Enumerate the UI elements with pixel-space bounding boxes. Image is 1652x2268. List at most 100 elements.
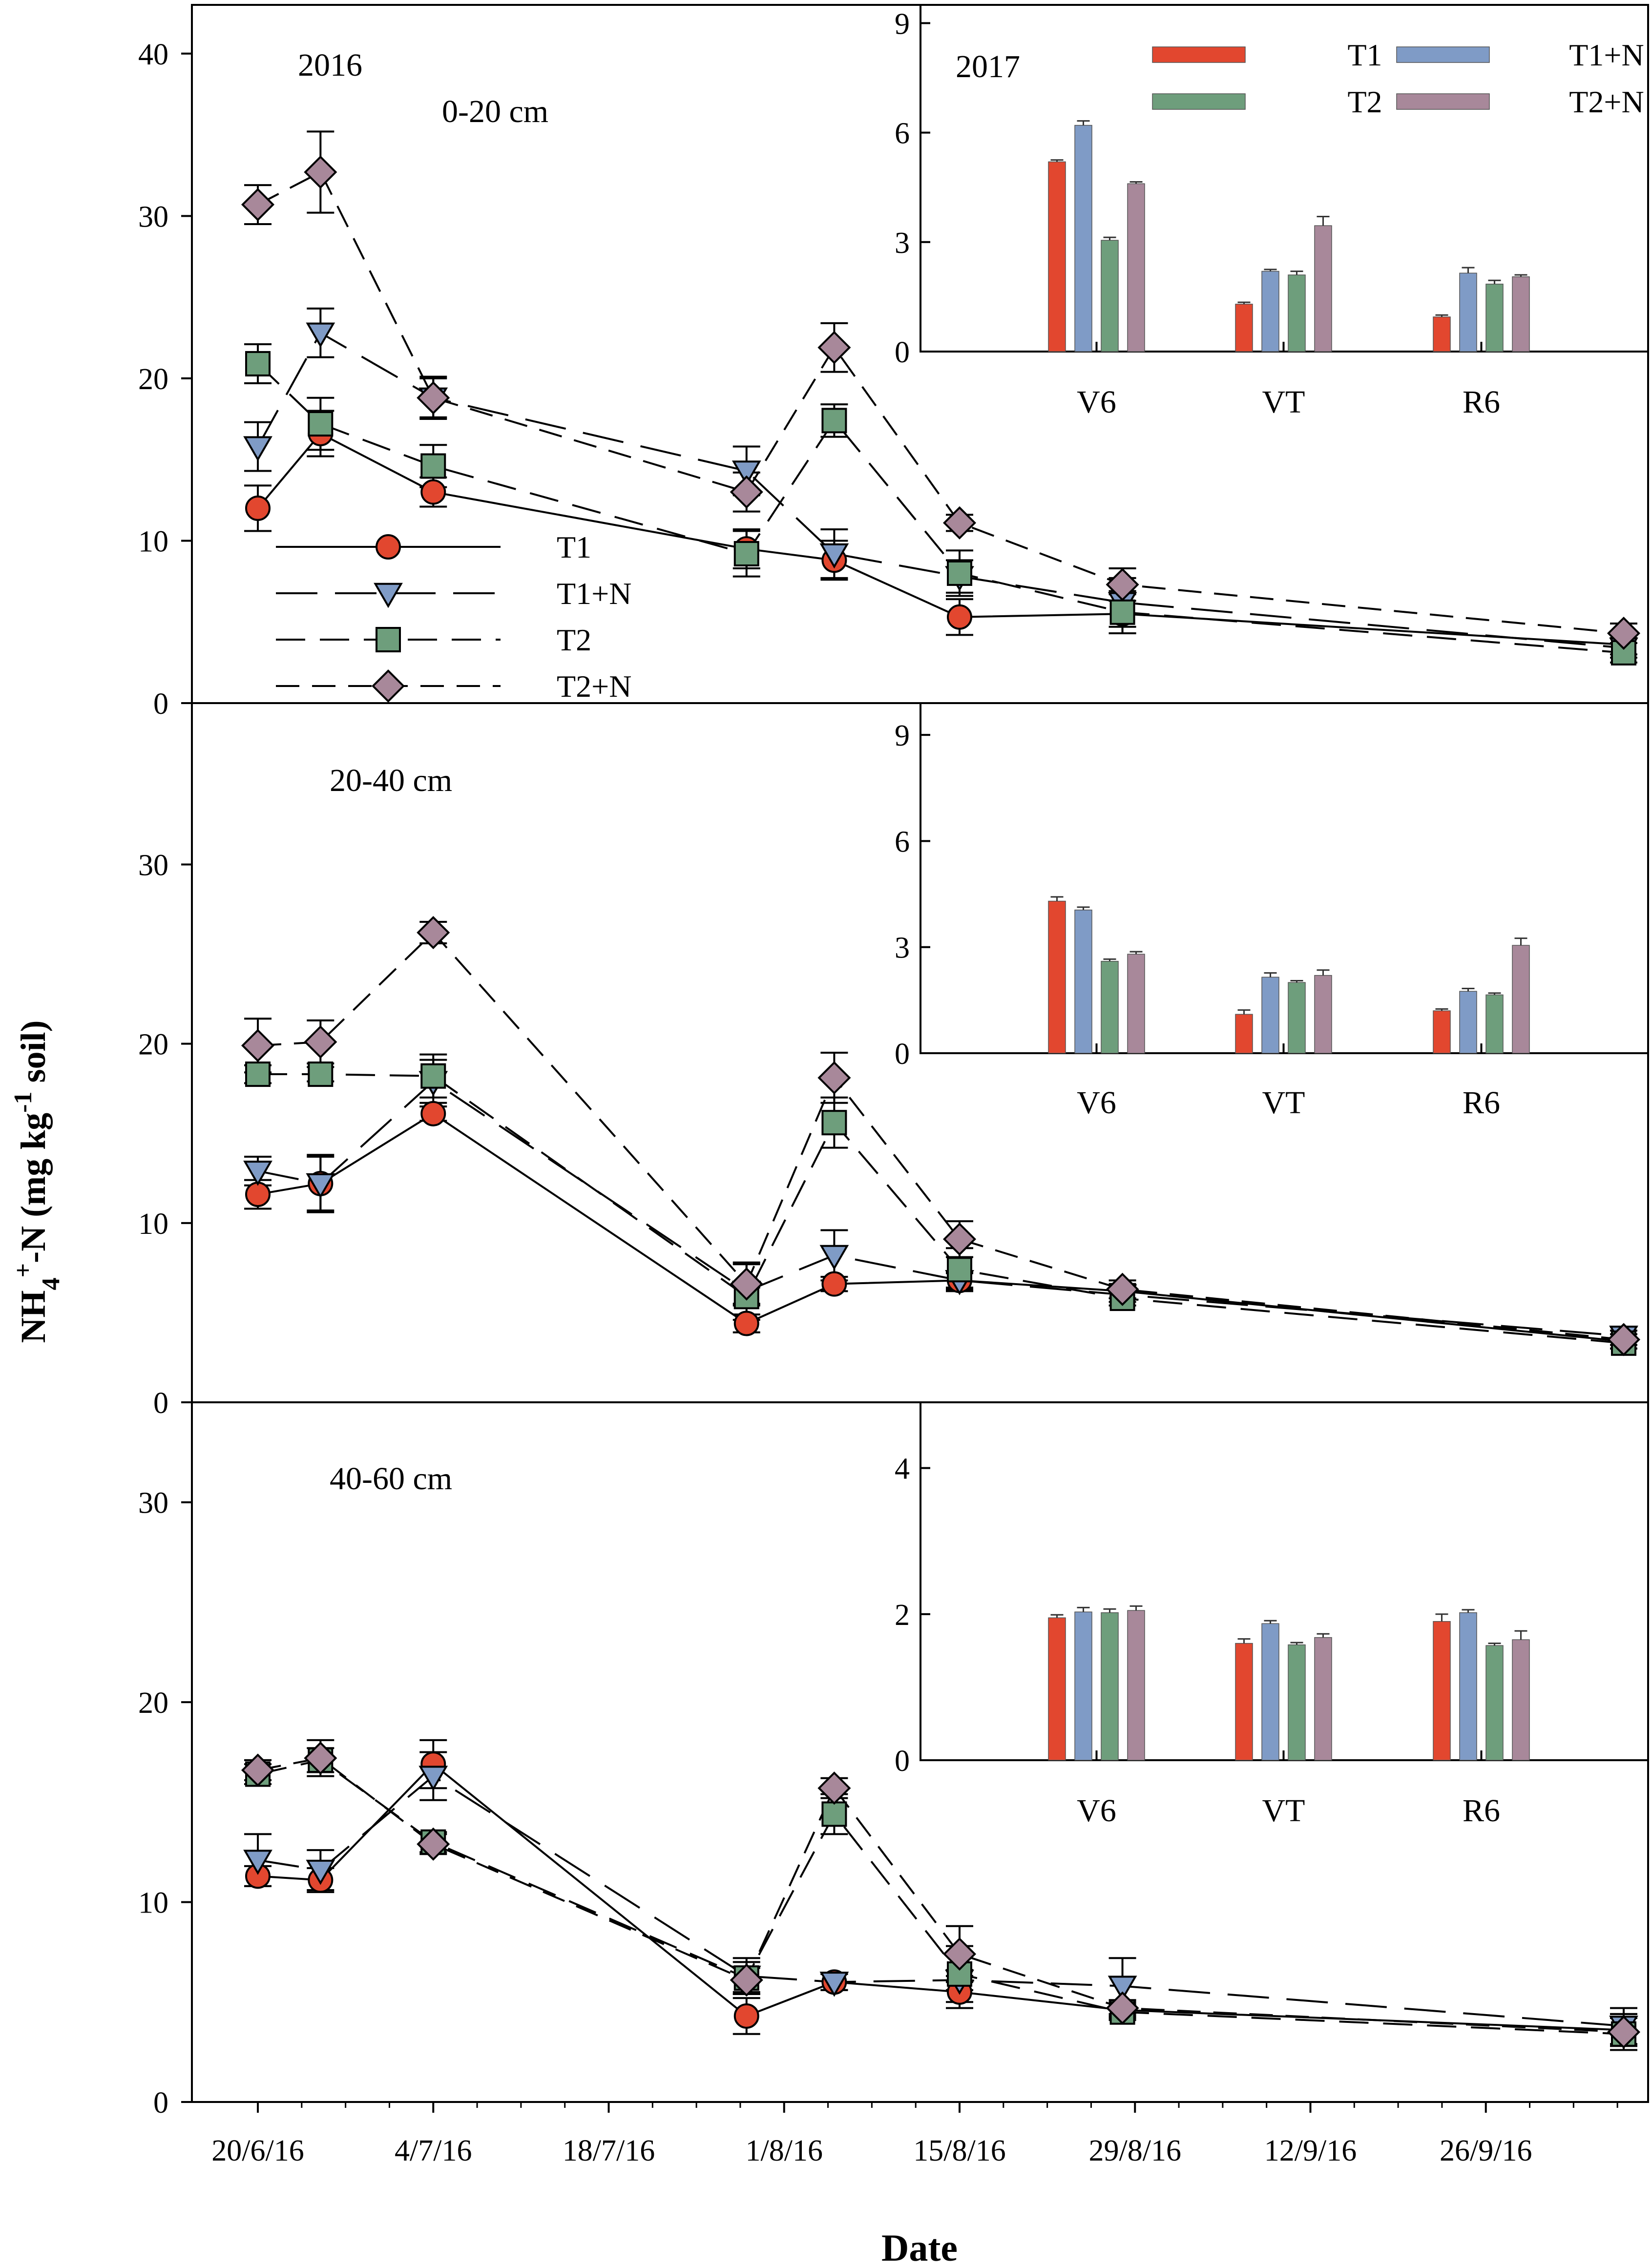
marker-t1n-6 <box>1108 1976 1137 2001</box>
marker-t2n-0 <box>241 1753 275 1787</box>
bar-t2 <box>1101 1612 1119 1761</box>
bar-group-r6 <box>1433 267 1530 352</box>
x-tick-label: 15/8/16 <box>913 2134 1005 2167</box>
inset-frame <box>920 1401 1649 1761</box>
marker-t2-4 <box>821 408 847 434</box>
inset-category-label: VT <box>1262 384 1305 420</box>
marker-t1n-0 <box>243 1850 272 1875</box>
y-axis-label: NH4+-N (mg kg-1 soil) <box>9 1020 65 1343</box>
marker-t2n-2 <box>417 1827 450 1861</box>
bar-t1 <box>1433 316 1451 352</box>
marker-t1n-0 <box>243 1161 272 1186</box>
bar-group-v6 <box>1048 1605 1145 1761</box>
y-tick-label-top: 30 <box>138 200 168 233</box>
marker-t1n-0 <box>243 436 272 461</box>
bar-group-v6 <box>1048 120 1145 352</box>
x-tick-label: 18/7/16 <box>563 2134 655 2167</box>
bar-t2plusn <box>1314 975 1332 1054</box>
marker-t1-2 <box>420 479 446 505</box>
marker-t1n-3 <box>732 460 761 486</box>
marker-t1-0 <box>245 1182 271 1207</box>
series-line-t1plusn-middle <box>257 1080 1624 1337</box>
legend-label: T2+N <box>557 669 631 704</box>
x-tick-label: 12/9/16 <box>1264 2134 1357 2167</box>
marker-t1-0 <box>245 495 271 521</box>
legend-label: T1+N <box>557 576 631 611</box>
marker-t1n-1 <box>306 1173 335 1199</box>
bar-t1 <box>1048 161 1066 352</box>
legend-label: T2 <box>557 623 591 657</box>
marker-t2n-3 <box>730 1267 763 1301</box>
marker-t2n-1 <box>304 1025 337 1059</box>
y-tick-label-bottom: 10 <box>138 1887 168 1920</box>
bar-group-v6 <box>1048 896 1145 1054</box>
bar-t2 <box>1101 240 1119 352</box>
bar-t2 <box>1288 274 1306 352</box>
series-line-t2-bottom <box>257 1759 1624 2035</box>
marker-t2n-2 <box>417 381 450 415</box>
marker-t2-4 <box>821 1801 847 1827</box>
marker-t1n-2 <box>418 1766 448 1791</box>
marker-t2n-7 <box>1607 616 1641 650</box>
bar-group-vt <box>1235 969 1332 1054</box>
bar-t2 <box>1485 1645 1504 1761</box>
line-legend: T1 T1+N T2 T2+N <box>276 530 631 704</box>
bar-t1plusn <box>1261 977 1279 1054</box>
marker-t2-4 <box>821 1110 847 1136</box>
year-label-2017: 2017 <box>956 49 1020 84</box>
marker-t2-0 <box>245 1061 271 1087</box>
bar-legend-item-t2: T2 <box>1152 84 1382 119</box>
marker-t2n-7 <box>1607 1323 1641 1356</box>
marker-t2-1 <box>308 1061 334 1087</box>
inset-bottom-inset: 0 2 4 V6 VT R6 <box>895 1401 1649 1829</box>
bar-t2 <box>1288 1644 1306 1761</box>
bar-t1plusn <box>1261 1623 1279 1761</box>
bar-group-vt <box>1235 1620 1332 1761</box>
y-tick-label-bottom: 30 <box>138 1487 168 1520</box>
bar-t1plusn <box>1074 909 1092 1054</box>
x-tick-label: 1/8/16 <box>746 2134 823 2167</box>
y-tick-label-middle: 0 <box>153 1387 168 1420</box>
marker-t2-5 <box>946 1961 972 1987</box>
marker-t2n-0 <box>241 1029 275 1062</box>
bar-t1 <box>1235 1014 1253 1054</box>
marker-t1-3 <box>733 1311 759 1336</box>
marker-t1n-1 <box>306 322 335 348</box>
bar-t1plusn <box>1074 125 1092 352</box>
bar-t2 <box>1288 982 1306 1054</box>
bar-legend-swatch <box>1396 93 1490 110</box>
marker-t2-3 <box>733 541 759 567</box>
x-tick-label: 26/9/16 <box>1440 2134 1532 2167</box>
x-axis-label: Date <box>881 2226 958 2268</box>
marker-t2n-4 <box>817 1061 851 1095</box>
bar-t1plusn <box>1261 270 1279 352</box>
legend-item-t2plusn: T2+N <box>276 669 631 704</box>
series-line-t1-middle <box>257 1112 1624 1343</box>
series-line-t2-top <box>257 363 1624 654</box>
inset-y-tick-label: 0 <box>895 1745 910 1778</box>
marker-t2n-6 <box>1106 1991 1139 2025</box>
y-tick-label-bottom: 0 <box>153 2086 168 2120</box>
marker-t1n-4 <box>819 1245 849 1270</box>
depth-label-top: 0-20 cm <box>442 94 548 129</box>
inset-y-tick-label: 3 <box>895 932 910 965</box>
series-line-t2plusn-middle <box>257 931 1624 1341</box>
marker-t2-legend <box>376 627 401 652</box>
y-tick-label-middle: 10 <box>138 1207 168 1241</box>
inset-y-tick-label: 9 <box>895 7 910 41</box>
marker-t2n-5 <box>942 506 977 540</box>
y-tick-label-middle: 30 <box>138 849 168 882</box>
inset-category-label: R6 <box>1463 1793 1500 1829</box>
marker-t2-6 <box>1109 599 1135 625</box>
inset-frame <box>920 702 1649 1054</box>
bar-t1 <box>1048 1617 1066 1761</box>
y-tick-label-top: 40 <box>138 38 168 71</box>
legend-label: T1 <box>557 530 591 564</box>
bar-t1 <box>1433 1010 1451 1054</box>
bar-legend: T1 T2 T1+N T2+N <box>1152 38 1644 119</box>
marker-t1-legend <box>376 534 401 560</box>
bar-t2plusn <box>1512 945 1530 1054</box>
marker-t2-2 <box>420 453 446 479</box>
x-tick-label: 4/7/16 <box>395 2134 472 2167</box>
